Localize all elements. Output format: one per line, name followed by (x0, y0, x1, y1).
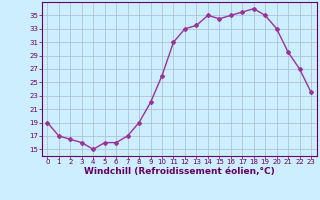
X-axis label: Windchill (Refroidissement éolien,°C): Windchill (Refroidissement éolien,°C) (84, 167, 275, 176)
